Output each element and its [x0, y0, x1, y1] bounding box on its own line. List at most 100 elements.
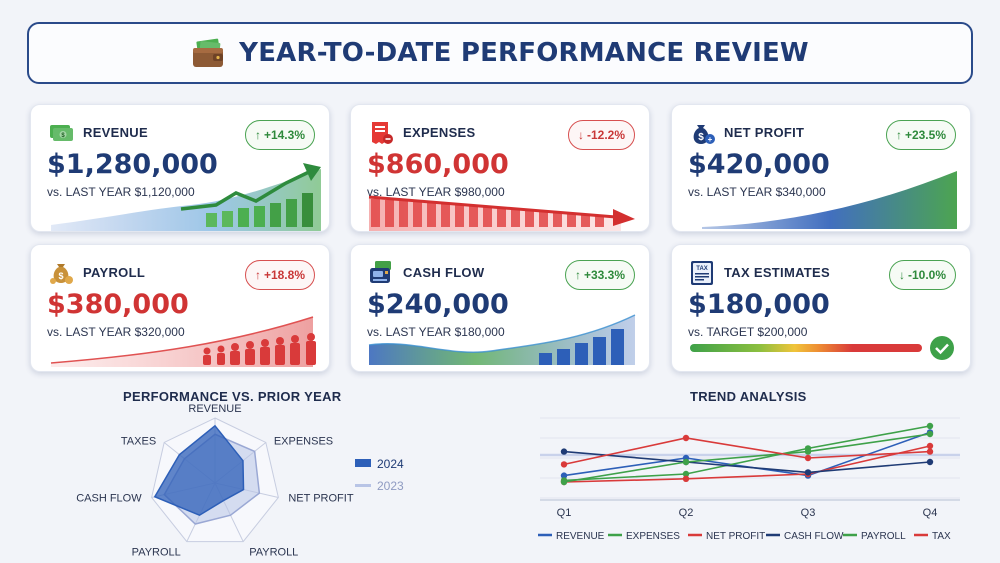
revenue-value: $1,280,000	[47, 149, 218, 180]
svg-text:$: $	[58, 271, 63, 281]
trend-line-tax	[563, 437, 931, 466]
trend-point	[926, 448, 934, 455]
revenue-card[interactable]: $ REVENUE $1,280,000 vs. LAST YEAR $1,12…	[30, 104, 330, 232]
trend-line-net-profit	[563, 445, 931, 483]
arrow-up-icon: ↑	[895, 128, 902, 142]
tax-progress-art	[690, 336, 954, 360]
revenue-change-badge: ↑ +14.3%	[244, 120, 315, 150]
net-profit-value: $420,000	[688, 149, 830, 180]
expenses-title: EXPENSES	[403, 125, 476, 140]
radar-axis-label: REVENUE	[188, 403, 241, 415]
svg-text:$: $	[61, 133, 65, 139]
payroll-change-value: +18.8%	[263, 268, 305, 282]
tax-progress-bar	[690, 344, 922, 352]
arrow-up-icon: ↑	[254, 128, 261, 142]
revenue-change-value: +14.3%	[263, 128, 305, 142]
radar-axis-label: PAYROLL	[249, 547, 298, 559]
wallet-icon	[193, 38, 224, 67]
svg-text:+: +	[708, 135, 713, 144]
trend-legend-label: EXPENSES	[626, 531, 680, 542]
expenses-card[interactable]: EXPENSES $860,000 vs. LAST YEAR $980,000…	[350, 104, 650, 232]
payroll-trend-art	[50, 316, 316, 367]
trend-x-tick-label: Q4	[923, 507, 938, 519]
radar-axis-label: PAYROLL	[132, 547, 181, 559]
radar-legend-label: 2023	[377, 479, 404, 493]
payroll-title: PAYROLL	[83, 265, 146, 280]
tax-estimates-compare: vs. TARGET $200,000	[688, 325, 808, 339]
legend-swatch-2024	[355, 459, 371, 467]
revenue-title: REVENUE	[83, 125, 148, 140]
net-profit-change-badge: ↑ +23.5%	[885, 120, 956, 150]
radar-chart: REVENUE EXPENSES NET PROFIT PAYROLL PAYROLL C…	[76, 403, 404, 559]
tax-estimates-change-value: -10.0%	[907, 268, 946, 282]
cash-flow-compare: vs. LAST YEAR $180,000	[367, 325, 505, 339]
trend-point	[926, 458, 934, 466]
page-title: YEAR-TO-DATE PERFORMANCE REVIEW	[239, 38, 809, 68]
net-profit-title: NET PROFIT	[724, 125, 805, 140]
radar-axis-label: EXPENSES	[274, 435, 333, 447]
expenses-value: $860,000	[367, 149, 509, 180]
payroll-bag-icon: $	[50, 264, 73, 284]
radar-chart-title: PERFORMANCE VS. PRIOR YEAR	[123, 389, 342, 404]
trend-legend-label: PAYROLL	[861, 531, 906, 542]
trend-point	[926, 442, 934, 450]
trend-x-tick-label: Q3	[801, 507, 816, 519]
arrow-down-icon: ↓	[898, 268, 905, 282]
receipt-icon	[372, 122, 393, 144]
cash-flow-title: CASH FLOW	[403, 265, 485, 280]
trend-legend-label: REVENUE	[556, 531, 605, 542]
cash-flow-value: $240,000	[367, 289, 509, 320]
trend-point	[926, 422, 934, 430]
net-profit-change-value: +23.5%	[904, 128, 946, 142]
cash-register-icon	[370, 261, 391, 283]
expenses-trend-art	[368, 195, 635, 231]
trend-point	[560, 478, 568, 486]
revenue-compare: vs. LAST YEAR $1,120,000	[47, 185, 195, 199]
trend-point	[926, 430, 934, 438]
payroll-change-badge: ↑ +18.8%	[244, 260, 315, 290]
trend-point	[682, 475, 690, 482]
trend-x-tick-label: Q1	[557, 507, 572, 519]
arrow-up-icon: ↑	[254, 268, 261, 282]
net-profit-trend-art	[702, 171, 957, 229]
tax-estimates-change-badge: ↓ -10.0%	[888, 260, 956, 290]
radar-axis-label: NET PROFIT	[288, 492, 353, 504]
tax-estimates-value: $180,000	[688, 289, 830, 320]
payroll-card[interactable]: $ PAYROLL $380,000 vs. LAST YEAR $320,00…	[30, 244, 330, 372]
payroll-value: $380,000	[47, 289, 189, 320]
tax-estimates-card[interactable]: TAX TAX ESTIMATES $180,000 vs. TARGET $2…	[671, 244, 971, 372]
trend-point	[682, 458, 690, 466]
net-profit-compare: vs. LAST YEAR $340,000	[688, 185, 826, 199]
trend-point	[560, 472, 568, 479]
trend-chart-title: TREND ANALYSIS	[690, 389, 807, 404]
page-header: YEAR-TO-DATE PERFORMANCE REVIEW	[27, 22, 973, 84]
trend-line-cash-flow	[563, 450, 931, 474]
arrow-up-icon: ↑	[574, 268, 581, 282]
trend-legend-label: CASH FLOW	[784, 531, 844, 542]
radar-legend-label: 2024	[377, 457, 404, 471]
tax-form-icon: TAX	[691, 261, 713, 285]
net-profit-card[interactable]: $ + NET PROFIT $420,000 vs. LAST YEAR $3…	[671, 104, 971, 232]
trend-line-chart: Q1 Q2 Q3 Q4 REVENUE EXPENSES NET PROFIT CASH FL…	[538, 417, 960, 542]
revenue-trend-art	[51, 163, 321, 231]
cash-flow-change-value: +33.3%	[583, 268, 625, 282]
trend-point	[560, 448, 568, 455]
tax-estimates-title: TAX ESTIMATES	[724, 265, 830, 280]
expenses-change-value: -12.2%	[586, 128, 625, 142]
payroll-compare: vs. LAST YEAR $320,000	[47, 325, 185, 339]
radar-axis-label: CASH FLOW	[76, 492, 142, 504]
trend-legend-label: TAX	[932, 531, 951, 542]
trend-line-payroll	[563, 433, 931, 483]
trend-x-tick-label: Q2	[679, 507, 694, 519]
svg-text:$: $	[698, 132, 704, 143]
arrow-down-icon: ↓	[577, 128, 584, 142]
trend-point	[682, 470, 690, 478]
cash-flow-trend-art	[368, 314, 636, 365]
expenses-compare: vs. LAST YEAR $980,000	[367, 185, 505, 199]
trend-point	[804, 454, 812, 462]
money-bag-icon: $ +	[693, 125, 715, 144]
cash-flow-card[interactable]: CASH FLOW $240,000 vs. LAST YEAR $180,00…	[350, 244, 650, 372]
trend-line-expenses	[563, 425, 931, 482]
expenses-change-badge: ↓ -12.2%	[567, 120, 635, 150]
svg-text:TAX: TAX	[696, 266, 708, 272]
